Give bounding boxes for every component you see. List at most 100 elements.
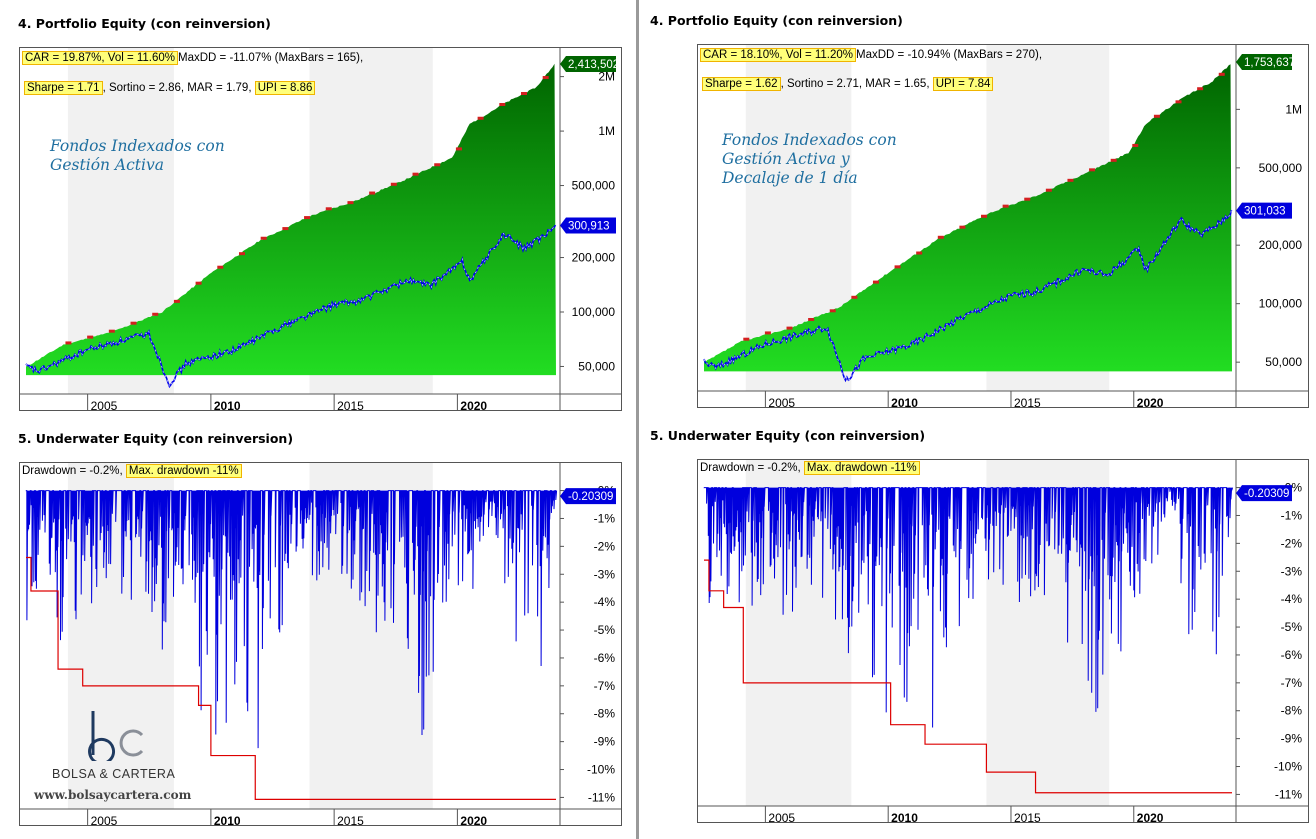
drawdown-mark: [1024, 197, 1031, 201]
logo-url: www.bolsaycartera.com: [34, 788, 192, 802]
x-tick-label: 2020: [1137, 811, 1164, 822]
vol-stat: Vol = 11.60%: [107, 52, 176, 64]
y-tick-label: -1%: [1281, 508, 1303, 522]
y-tick-label: 100,000: [572, 305, 616, 319]
x-tick-label: 2015: [337, 814, 364, 825]
equity-stats-row2-right: Sharpe = 1.62, Sortino = 2.71, MAR = 1.6…: [702, 77, 994, 91]
x-tick-label: 2010: [891, 811, 918, 822]
drawdown-value-tag: -0.20309: [1236, 485, 1292, 502]
y-tick-label: 200,000: [572, 251, 616, 265]
upi-stat: UPI = 8.86: [254, 81, 316, 95]
equity-stats-row1-right: CAR = 18.10%, Vol = 11.20% MaxDD = -10.94…: [700, 48, 1043, 62]
drawdown-mark: [542, 76, 549, 80]
drawdown-mark: [786, 326, 793, 330]
y-tick-label: -2%: [594, 539, 616, 553]
last-value-tag-bg: [560, 56, 616, 72]
y-tick-label: 50,000: [578, 359, 615, 373]
drawdown-mark: [260, 236, 267, 240]
drawdown-mark: [1153, 114, 1160, 118]
y-tick-label: -4%: [1281, 592, 1303, 606]
x-tick-label: 2020: [460, 399, 487, 410]
max-drawdown-line: [704, 559, 1232, 794]
drawdown-mark: [130, 321, 137, 325]
drawdown-value-tag-bg: [560, 488, 616, 505]
x-tick-label: 2010: [214, 399, 241, 410]
drawdown-value-tag-text: -0.20309: [568, 491, 613, 503]
drawdown-mark: [412, 172, 419, 176]
y-tick-label: -11%: [588, 790, 615, 804]
drawdown-mark: [217, 265, 224, 269]
drawdown-mark: [65, 341, 72, 345]
benchmark-value-tag: 301,033: [1236, 202, 1292, 219]
max-drawdown-stat: Max. drawdown -11%: [803, 461, 920, 475]
y-tick-label: 200,000: [1259, 238, 1303, 252]
annotation-right: Fondos Indexados con Gestión Activa y De…: [722, 131, 897, 187]
drawdown-mark: [1218, 72, 1225, 76]
y-tick-label: -9%: [1281, 732, 1303, 746]
drawdown-mark: [829, 309, 836, 313]
drawdown-current-stat: Drawdown = -0.2%,: [22, 465, 123, 477]
sortino-mar-stat: Sortino = 2.71, MAR = 1.65,: [786, 78, 930, 90]
drawdown-mark: [1175, 100, 1182, 104]
drawdown-mark: [152, 312, 159, 316]
drawdown-mark: [1002, 204, 1009, 208]
drawdown-mark: [87, 335, 94, 339]
x-tick-label: 2005: [768, 396, 795, 407]
benchmark-value-tag-bg: [560, 217, 616, 234]
drawdown-value-tag: -0.20309: [560, 488, 616, 505]
y-tick-label: -3%: [1281, 564, 1303, 578]
y-tick-label: -6%: [594, 651, 616, 665]
vol-stat: Vol = 11.20%: [785, 49, 854, 61]
strategy-equity-area: [704, 64, 1232, 372]
y-tick-label: -7%: [594, 679, 616, 693]
drawdown-mark: [304, 216, 311, 220]
x-tick-label: 2010: [214, 814, 241, 825]
underwater-line: [25, 490, 558, 749]
annotation-left: Fondos Indexados con Gestión Activa: [50, 137, 225, 174]
y-tick-label: 500,000: [572, 179, 616, 193]
x-tick-label: 2005: [91, 814, 118, 825]
drawdown-mark: [1067, 178, 1074, 182]
y-tick-label: -9%: [594, 735, 616, 749]
y-tick-label: 500,000: [1259, 161, 1303, 175]
maxdd-stat: MaxDD = -10.94% (MaxBars = 270),: [856, 49, 1043, 61]
drawdown-mark: [937, 235, 944, 239]
drawdown-mark: [195, 281, 202, 285]
drawdown-mark: [282, 227, 289, 231]
drawdown-mark: [1197, 87, 1204, 91]
last-value-tag: 1,753,637: [1236, 53, 1295, 70]
y-tick-label: -6%: [1281, 648, 1303, 662]
equity-chart-svg-right: 2005 2010 2015 2020 50,000 100,000 200,000 500,…: [698, 45, 1308, 407]
drawdown-value-tag-bg: [1236, 485, 1292, 502]
y-tick-label: -1%: [594, 511, 616, 525]
drawdown-value-tag-text: -0.20309: [1244, 488, 1289, 500]
drawdown-chart-svg-left: 20052010201520200%-1%-2%-3%-4%-5%-6%-7%-…: [20, 463, 621, 825]
strategy-equity-area: [26, 63, 556, 376]
sortino-mar-stat: Sortino = 2.86, MAR = 1.79,: [108, 82, 252, 94]
drawdown-stats-right: Drawdown = -0.2%, Max. drawdown -11%: [700, 461, 920, 475]
equity-stats-row2-left: Sharpe = 1.71, Sortino = 2.86, MAR = 1.7…: [24, 81, 316, 95]
equity-title-right: 4. Portfolio Equity (con reinversion): [650, 13, 903, 28]
max-drawdown-stat: Max. drawdown -11%: [125, 464, 242, 478]
equity-chart-right: 2005 2010 2015 2020 50,000 100,000 200,000 500,…: [697, 44, 1309, 408]
last-value-tag-text: 2,413,502: [568, 59, 619, 71]
drawdown-title-right: 5. Underwater Equity (con reinversion): [650, 428, 926, 443]
equity-title-left: 4. Portfolio Equity (con reinversion): [18, 16, 271, 31]
drawdown-mark: [1089, 168, 1096, 172]
drawdown-title-left: 5. Underwater Equity (con reinversion): [18, 431, 294, 446]
benchmark-line-highlight: [703, 209, 1232, 382]
last-value-tag-text: 1,753,637: [1244, 57, 1295, 69]
drawdown-mark: [743, 337, 750, 341]
drawdown-current-stat: Drawdown = -0.2%,: [700, 462, 801, 474]
drawdown-mark: [1110, 158, 1117, 162]
x-tick-label: 2005: [91, 399, 118, 410]
y-tick-label: -2%: [1281, 536, 1303, 550]
benchmark-value-tag: 300,913: [560, 217, 616, 234]
drawdown-chart-svg-right: 2005 2010 2015 20200%-1%-2%-3%-4%-5%-6%-7%-…: [698, 460, 1308, 822]
drawdown-mark: [520, 91, 527, 95]
panel-divider: [636, 0, 639, 839]
x-tick-label: 2015: [337, 399, 364, 410]
last-value-tag: 2,413,502: [560, 56, 619, 72]
benchmark-value-tag-bg: [1236, 202, 1292, 219]
equity-stats-row1-left: CAR = 19.87%, Vol = 11.60% MaxDD = -11.07…: [22, 51, 363, 65]
